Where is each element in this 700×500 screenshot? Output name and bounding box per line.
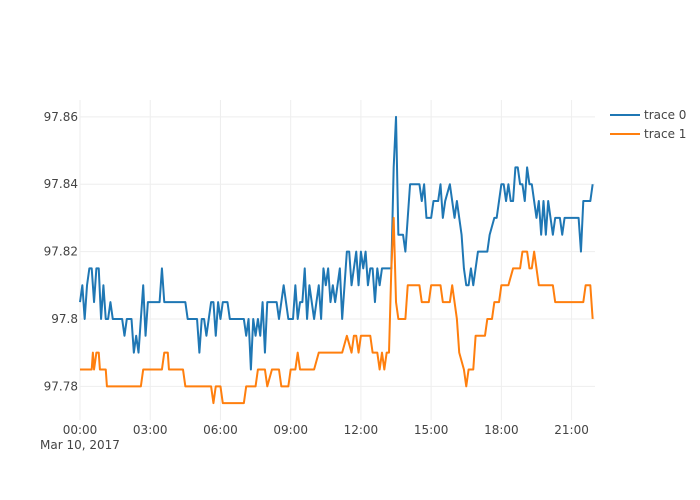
x-axis: 00:00 03:00 06:00 09:00 12:00 15:00 18:00 21:00 <box>63 423 589 437</box>
x-tick-label: 09:00 <box>273 423 308 437</box>
legend-item-1[interactable]: trace 1 <box>610 127 686 141</box>
y-axis: 97.78 97.8 97.82 97.84 97.86 <box>44 110 78 393</box>
series-line-1[interactable] <box>80 216 594 405</box>
x-axis-start-date-label: Mar 10, 2017 <box>40 438 120 452</box>
x-tick-label: 12:00 <box>344 423 379 437</box>
grid <box>79 100 595 420</box>
y-tick-label: 97.8 <box>51 312 78 326</box>
series-layer <box>79 115 594 405</box>
x-tick-label: 21:00 <box>554 423 589 437</box>
x-tick-label: 00:00 <box>63 423 98 437</box>
legend-item-0[interactable]: trace 0 <box>610 108 686 122</box>
x-tick-label: 03:00 <box>133 423 168 437</box>
y-tick-label: 97.82 <box>44 245 78 259</box>
y-tick-label: 97.78 <box>44 379 78 393</box>
x-tick-label: 15:00 <box>414 423 449 437</box>
series-line-0[interactable] <box>79 115 594 371</box>
legend-label: trace 1 <box>644 127 686 141</box>
legend-label: trace 0 <box>644 108 686 122</box>
x-tick-label: 18:00 <box>484 423 519 437</box>
y-tick-label: 97.84 <box>44 177 78 191</box>
x-tick-label: 06:00 <box>203 423 238 437</box>
legend[interactable]: trace 0 trace 1 <box>610 108 686 141</box>
y-tick-label: 97.86 <box>44 110 78 124</box>
